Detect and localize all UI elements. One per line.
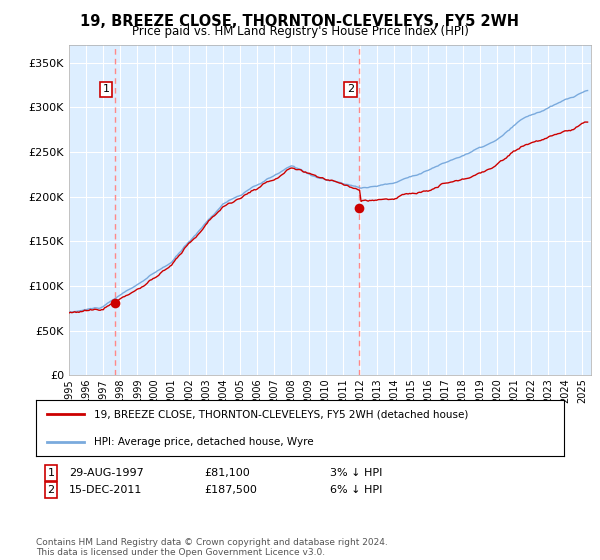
Text: 2: 2	[347, 85, 354, 95]
Text: 19, BREEZE CLOSE, THORNTON-CLEVELEYS, FY5 2WH: 19, BREEZE CLOSE, THORNTON-CLEVELEYS, FY…	[80, 14, 520, 29]
Text: 2: 2	[47, 485, 55, 495]
Text: 29-AUG-1997: 29-AUG-1997	[69, 468, 144, 478]
Text: 1: 1	[47, 468, 55, 478]
Text: Contains HM Land Registry data © Crown copyright and database right 2024.
This d: Contains HM Land Registry data © Crown c…	[36, 538, 388, 557]
Text: 3% ↓ HPI: 3% ↓ HPI	[330, 468, 382, 478]
Text: 6% ↓ HPI: 6% ↓ HPI	[330, 485, 382, 495]
Text: 1: 1	[103, 85, 109, 95]
Text: 19, BREEZE CLOSE, THORNTON-CLEVELEYS, FY5 2WH (detached house): 19, BREEZE CLOSE, THORNTON-CLEVELEYS, FY…	[94, 409, 469, 419]
Text: £81,100: £81,100	[204, 468, 250, 478]
Text: HPI: Average price, detached house, Wyre: HPI: Average price, detached house, Wyre	[94, 437, 314, 447]
Text: Price paid vs. HM Land Registry's House Price Index (HPI): Price paid vs. HM Land Registry's House …	[131, 25, 469, 38]
Text: £187,500: £187,500	[204, 485, 257, 495]
Text: 15-DEC-2011: 15-DEC-2011	[69, 485, 142, 495]
